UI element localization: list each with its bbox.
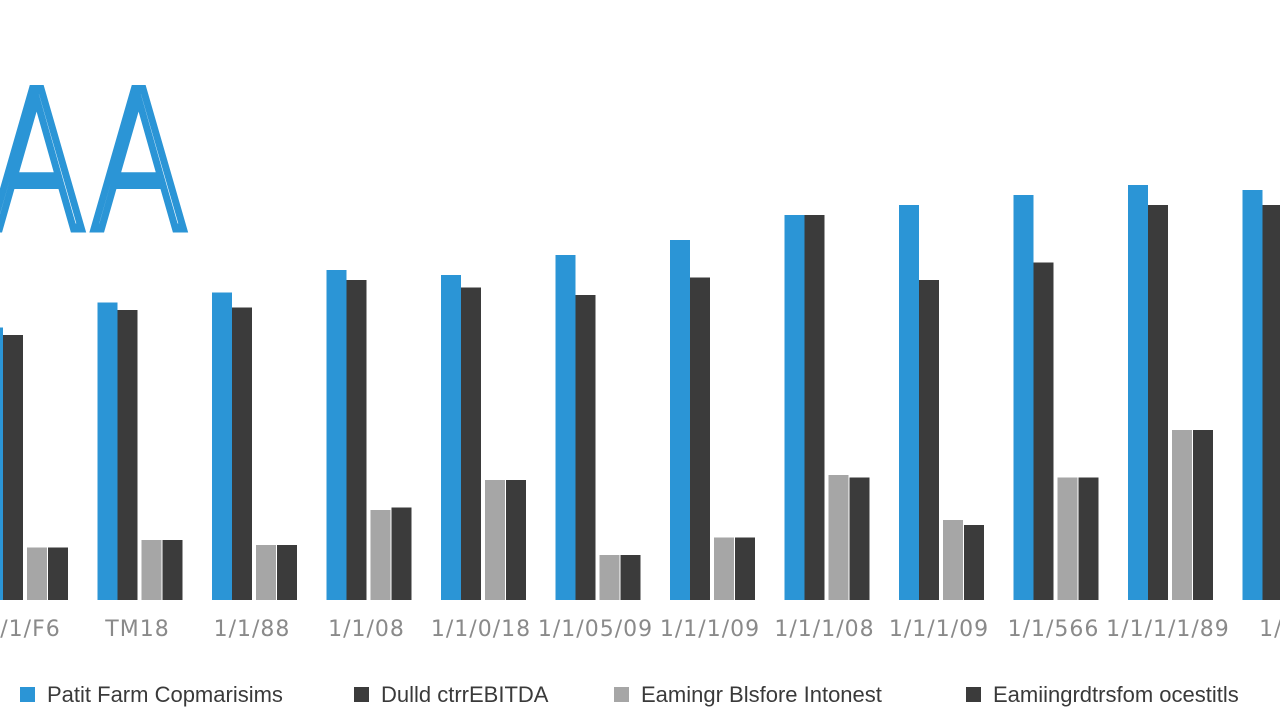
bar-series-3-cat-9 [943, 520, 963, 600]
x-tick-label: 1/1/0/18 [431, 617, 531, 642]
bar-series-2-cat-4 [346, 280, 367, 600]
bar-series-4-cat-7 [735, 537, 755, 600]
x-tick-label: 1/1/1/08 [774, 617, 874, 642]
bar-series-1-cat-6 [555, 255, 576, 600]
bar-series-4-cat-10 [1078, 477, 1099, 600]
bar-series-2-cat-5 [461, 287, 481, 600]
bar-series-3-cat-2 [141, 540, 162, 600]
bar-series-1-cat-5 [441, 275, 461, 600]
bar-series-4-cat-1 [48, 547, 68, 600]
bar-series-2-cat-3 [232, 307, 252, 600]
legend-swatch-1 [20, 687, 35, 702]
brand-logo: AA [0, 48, 193, 278]
bar-series-4-cat-2 [162, 540, 183, 600]
bar-series-3-cat-11 [1172, 430, 1192, 600]
x-tick-label: 1/1/1/09 [660, 617, 760, 642]
bar-series-2-cat-7 [690, 277, 710, 600]
legend-label-2: Dulld ctrrEBITDA [381, 682, 549, 707]
logo-text: AA [0, 52, 188, 273]
bar-series-1-cat-10 [1013, 195, 1034, 600]
bar-series-3-cat-4 [370, 510, 391, 600]
x-tick-label: 1/1/05/09 [538, 617, 653, 642]
bar-series-1-cat-7 [670, 240, 690, 600]
bar-series-4-cat-4 [391, 507, 412, 600]
legend-label-1: Patit Farm Copmarisims [47, 682, 283, 707]
bar-series-1-cat-2 [97, 302, 118, 600]
bar-series-3-cat-7 [714, 537, 734, 600]
bar-series-4-cat-5 [506, 480, 526, 600]
x-tick-label: 1/1/08 [328, 617, 405, 642]
bar-series-3-cat-3 [256, 545, 276, 600]
legend-label-4: Eamiingrdtrsfom ocestitls [993, 682, 1239, 707]
bar-series-4-cat-3 [277, 545, 297, 600]
x-tick-label: TM18 [104, 617, 169, 642]
bar-series-1-cat-9 [899, 205, 919, 600]
bar-series-1-cat-12 [1242, 190, 1263, 600]
bar-series-4-cat-6 [620, 555, 641, 600]
bar-series-1-cat-8 [784, 215, 805, 600]
x-tick-label: 1/1/1/1/89 [1106, 617, 1230, 642]
bar-series-1-cat-3 [212, 292, 232, 600]
bar-series-2-cat-2 [117, 310, 138, 600]
bar-series-2-cat-12 [1262, 205, 1280, 600]
bars-group [0, 185, 1280, 600]
legend-label-3: Eamingr Blsfore Intonest [641, 682, 882, 707]
bar-series-3-cat-8 [828, 475, 849, 600]
legend-swatch-4 [966, 687, 981, 702]
bar-series-4-cat-9 [964, 525, 984, 600]
bar-series-4-cat-11 [1193, 430, 1213, 600]
bar-series-2-cat-9 [919, 280, 939, 600]
x-tick-label: 1/1/ [1259, 617, 1280, 642]
x-tick-labels: 1/1/F6 TM18 1/1/88 1/1/08 1/1/0/18 1/1/05/09 1… [0, 617, 1280, 642]
bar-series-1-cat-1 [0, 327, 3, 600]
bar-series-2-cat-8 [804, 215, 825, 600]
bar-series-3-cat-5 [485, 480, 505, 600]
bar-series-2-cat-11 [1148, 205, 1168, 600]
legend: Patit Farm Copmarisims Dulld ctrrEBITDA Ea… [20, 682, 1239, 707]
bar-series-3-cat-1 [27, 547, 47, 600]
x-tick-label: 1/1/88 [214, 617, 291, 642]
legend-swatch-3 [614, 687, 629, 702]
bar-series-1-cat-11 [1128, 185, 1148, 600]
x-tick-label: 1/1/566 [1008, 617, 1100, 642]
bar-series-2-cat-10 [1033, 262, 1054, 600]
bar-series-4-cat-8 [849, 477, 870, 600]
x-tick-label: 1/1/F6 [0, 617, 61, 642]
bar-series-2-cat-6 [575, 295, 596, 600]
legend-swatch-2 [354, 687, 369, 702]
bar-series-1-cat-4 [326, 270, 347, 600]
bar-series-3-cat-6 [599, 555, 620, 600]
x-tick-label: 1/1/1/09 [889, 617, 989, 642]
bar-series-3-cat-10 [1057, 477, 1078, 600]
bar-series-2-cat-1 [3, 335, 23, 600]
